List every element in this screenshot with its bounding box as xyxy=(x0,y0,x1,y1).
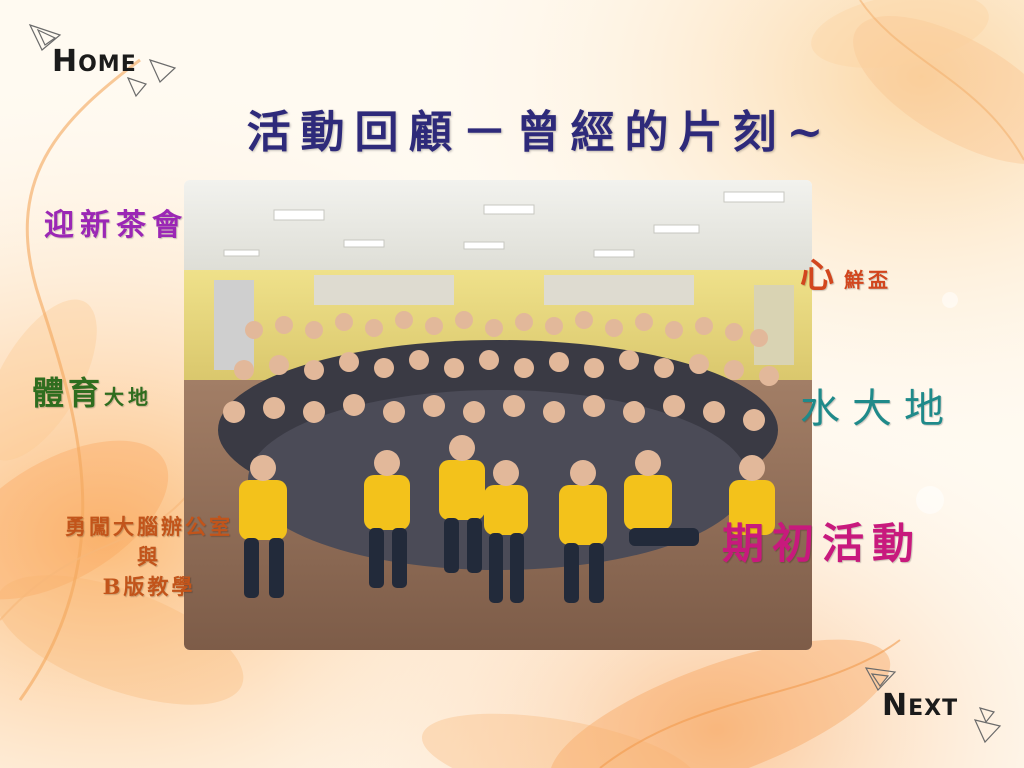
next-triangles xyxy=(864,667,1002,744)
link-heart-big: 心 xyxy=(800,256,834,296)
link-welcome-tea[interactable]: 迎新茶會 xyxy=(44,200,188,244)
link-water-label: 水大地 xyxy=(800,386,956,432)
group-photo-illustration xyxy=(184,180,812,650)
link-office-line2: 與 xyxy=(137,544,161,569)
link-office-line1: 勇闖大腦辦公室 xyxy=(65,514,233,539)
home-button[interactable]: HOME xyxy=(52,44,137,79)
link-opening-activity[interactable]: 期初活動 xyxy=(722,510,922,571)
next-button[interactable]: NEXT xyxy=(882,688,958,723)
link-welcome-tea-label: 迎新茶會 xyxy=(44,208,188,243)
group-photo xyxy=(184,180,812,650)
home-triangles xyxy=(28,23,177,98)
page-title: 活動回顧－曾經的片刻~ xyxy=(246,107,834,158)
crowd xyxy=(218,311,779,603)
next-rest: EXT xyxy=(908,696,959,721)
link-sports[interactable]: 體育大地 xyxy=(32,368,152,414)
link-sports-big: 體育 xyxy=(32,374,105,412)
link-office[interactable]: 勇闖大腦辦公室 與 B版教學 xyxy=(20,512,278,602)
link-sports-small: 大地 xyxy=(104,385,153,409)
home-initial: H xyxy=(52,44,79,79)
link-heart-small: 鮮盃 xyxy=(844,268,892,292)
link-water-games[interactable]: 水大地 xyxy=(800,376,956,434)
next-initial: N xyxy=(882,688,909,723)
link-opening-label: 期初活動 xyxy=(722,519,923,568)
home-rest: OME xyxy=(78,52,137,77)
link-heart-cup[interactable]: 心鮮盃 xyxy=(800,248,892,297)
link-office-line3: B版教學 xyxy=(102,574,196,599)
